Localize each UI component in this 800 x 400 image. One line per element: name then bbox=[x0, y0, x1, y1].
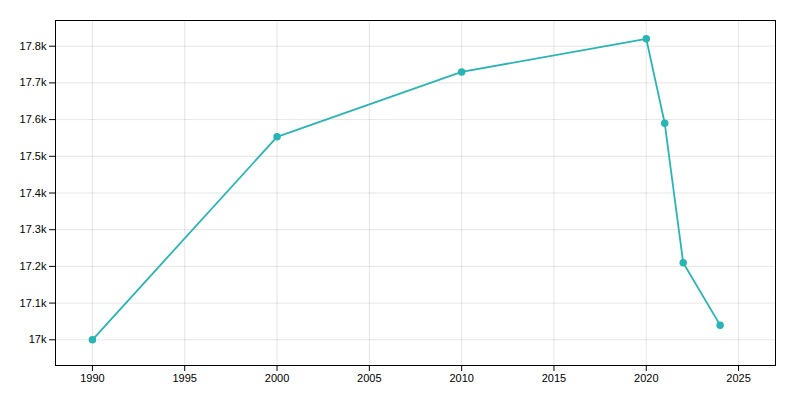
svg-text:2005: 2005 bbox=[357, 372, 381, 384]
svg-text:17.1k: 17.1k bbox=[20, 297, 47, 309]
svg-text:2025: 2025 bbox=[726, 372, 750, 384]
svg-text:1995: 1995 bbox=[172, 372, 196, 384]
svg-text:1990: 1990 bbox=[80, 372, 104, 384]
svg-text:2020: 2020 bbox=[634, 372, 658, 384]
svg-text:2010: 2010 bbox=[449, 372, 473, 384]
svg-text:2015: 2015 bbox=[542, 372, 566, 384]
svg-text:17k: 17k bbox=[29, 333, 47, 345]
svg-text:2000: 2000 bbox=[265, 372, 289, 384]
svg-text:17.4k: 17.4k bbox=[20, 187, 47, 199]
svg-text:17.7k: 17.7k bbox=[20, 76, 47, 88]
svg-text:17.3k: 17.3k bbox=[20, 223, 47, 235]
svg-text:17.6k: 17.6k bbox=[20, 113, 47, 125]
svg-text:17.2k: 17.2k bbox=[20, 260, 47, 272]
svg-text:17.5k: 17.5k bbox=[20, 150, 47, 162]
svg-text:17.8k: 17.8k bbox=[20, 40, 47, 52]
